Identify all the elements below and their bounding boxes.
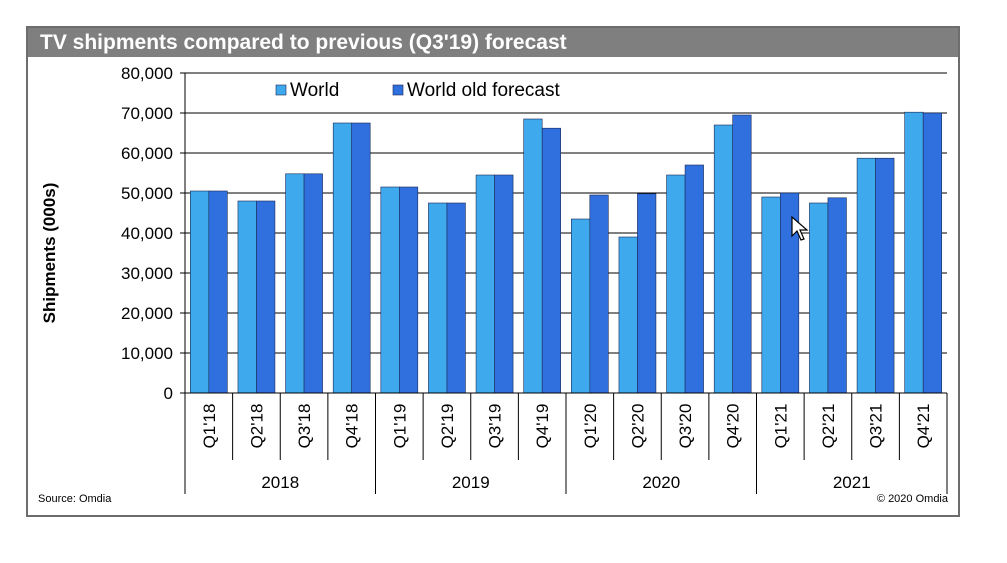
bar-world-old-forecast [351, 122, 371, 394]
category-label: Q2'19 [438, 404, 457, 449]
bar-world [618, 236, 638, 394]
bar-world-old-forecast [256, 200, 276, 394]
bar-world [380, 186, 400, 394]
bar-world-old-forecast [732, 114, 752, 394]
bar-world-old-forecast [303, 173, 323, 394]
y-tick-label: 20,000 [121, 304, 173, 323]
bar-world [237, 200, 257, 394]
mouse-pointer-icon [791, 216, 809, 241]
category-label: Q2'21 [819, 404, 838, 449]
bar-world [761, 196, 781, 394]
category-label: Q1'18 [200, 404, 219, 449]
legend-label: World old forecast [407, 80, 560, 101]
bar-world [666, 174, 686, 394]
group-label: 2020 [642, 473, 680, 492]
category-label: Q3'19 [486, 404, 505, 449]
category-label: Q2'18 [247, 404, 266, 449]
bar-world [713, 124, 733, 394]
y-tick-label: 50,000 [121, 184, 173, 203]
bar-world-old-forecast [875, 157, 895, 394]
y-tick-label: 40,000 [121, 224, 173, 243]
bar-world [190, 190, 210, 394]
category-label: Q4'21 [914, 404, 933, 449]
bar-world-old-forecast [399, 186, 419, 394]
bar-world [856, 157, 876, 394]
chart-frame: TV shipments compared to previous (Q3'19… [26, 26, 960, 517]
bar-world [904, 111, 924, 394]
source-note: Source: Omdia [38, 493, 112, 505]
y-tick-label: 30,000 [121, 264, 173, 283]
bar-world-old-forecast [827, 197, 847, 394]
legend-label: World [290, 80, 339, 101]
y-tick-label: 60,000 [121, 144, 173, 163]
category-label: Q4'18 [343, 404, 362, 449]
bar-world-old-forecast [494, 174, 514, 394]
bar-world [809, 202, 829, 394]
category-label: Q4'19 [533, 404, 552, 449]
copyright-note: © 2020 Omdia [876, 493, 948, 505]
chart-title: TV shipments compared to previous (Q3'19… [28, 28, 958, 57]
category-label: Q4'20 [724, 404, 743, 449]
bar-world-old-forecast [541, 127, 561, 394]
bar-world [285, 173, 305, 394]
y-axis-title: Shipments (000s) [40, 183, 59, 324]
group-label: 2019 [452, 473, 490, 492]
y-tick-label: 10,000 [121, 344, 173, 363]
category-label: Q1'20 [581, 404, 600, 449]
bar-world-old-forecast [637, 193, 657, 394]
bar-world [428, 202, 448, 394]
category-label: Q2'20 [628, 404, 647, 449]
bar-world-old-forecast [684, 164, 704, 394]
bar-world [523, 118, 543, 394]
y-tick-label: 80,000 [121, 64, 173, 83]
category-label: Q1'21 [771, 404, 790, 449]
category-label: Q3'20 [676, 404, 695, 449]
bar-world-old-forecast [208, 190, 228, 394]
bar-world [571, 218, 591, 394]
group-label: 2018 [261, 473, 299, 492]
y-tick-label: 0 [164, 384, 173, 403]
category-label: Q1'19 [390, 404, 409, 449]
group-label: 2021 [833, 473, 871, 492]
y-tick-label: 70,000 [121, 104, 173, 123]
bar-world-old-forecast [589, 194, 609, 394]
bar-world-old-forecast [922, 112, 942, 394]
bar-world [475, 174, 495, 394]
category-label: Q3'18 [295, 404, 314, 449]
legend-swatch [392, 84, 404, 96]
bar-world [332, 122, 352, 394]
category-label: Q3'21 [867, 404, 886, 449]
bar-world-old-forecast [446, 202, 466, 394]
legend-swatch [275, 84, 287, 96]
